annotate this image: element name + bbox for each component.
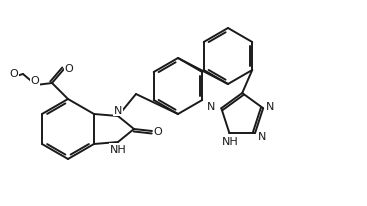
- Text: O: O: [10, 69, 18, 79]
- Text: O: O: [30, 76, 39, 85]
- Text: N: N: [114, 105, 122, 115]
- Text: O: O: [65, 64, 73, 74]
- Text: NH: NH: [110, 144, 126, 154]
- Text: N: N: [207, 102, 215, 112]
- Text: NH: NH: [222, 136, 239, 146]
- Text: N: N: [266, 102, 275, 112]
- Text: O: O: [154, 126, 162, 136]
- Text: N: N: [258, 131, 266, 141]
